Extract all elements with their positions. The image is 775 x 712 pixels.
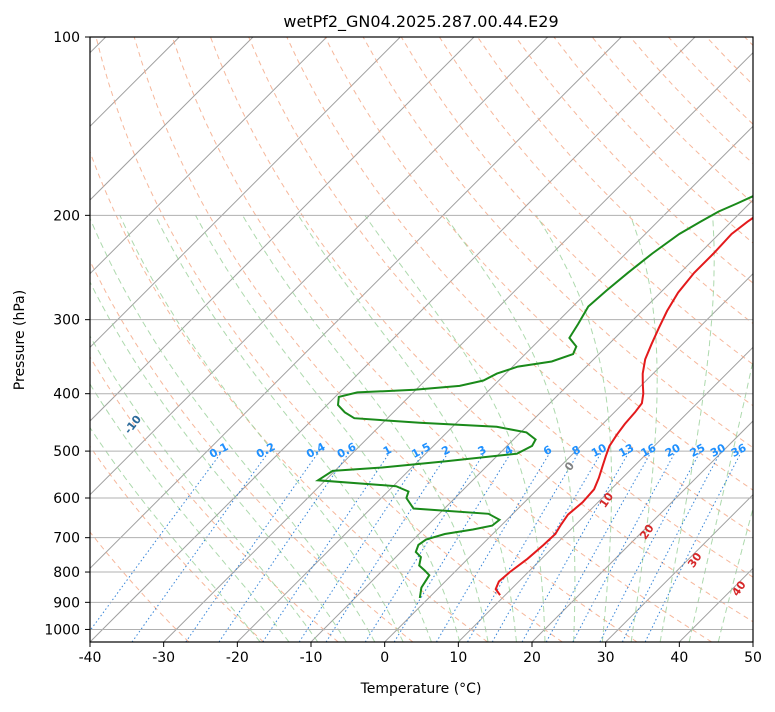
dry-adiabat-line [20, 37, 413, 642]
dry-adiabat-line [134, 37, 637, 642]
isotherm-line [753, 37, 775, 642]
dry-adiabat-line [478, 37, 775, 642]
x-tick-label: 10 [449, 650, 467, 666]
profiles [318, 32, 775, 598]
y-tick-label: 900 [53, 595, 80, 611]
isotherm-line [0, 37, 253, 642]
y-tick-label: 1000 [44, 622, 80, 638]
mixing-ratio-label: 0.6 [335, 440, 359, 461]
isotherm-line [385, 37, 775, 642]
moist-adiabat-line [196, 215, 460, 642]
x-tick-label: -30 [152, 650, 175, 666]
dry-adiabat-line [96, 37, 562, 642]
isotherm-line [458, 37, 775, 642]
x-tick-label: -20 [226, 650, 249, 666]
mixing-ratio-line [365, 451, 485, 642]
moist-adiabat-line [689, 215, 775, 642]
moist-adiabat-line [630, 215, 657, 642]
x-axis-label: Temperature (°C) [360, 681, 482, 697]
mixing-ratio-label: 0.1 [207, 440, 230, 461]
isotherm-line [0, 37, 327, 642]
moist-adiabat-label: 40 [729, 578, 749, 598]
mixing-ratio-label: 25 [688, 441, 708, 460]
y-tick-label: 400 [53, 387, 80, 403]
moist-adiabat-line [120, 215, 403, 642]
moist-adiabat-line [660, 215, 714, 642]
y-tick-label: 500 [53, 444, 80, 460]
dry-adiabat-line [707, 37, 775, 642]
isotherm-line [16, 37, 621, 642]
x-tick-label: 30 [597, 650, 615, 666]
isotherm-line [311, 37, 775, 642]
x-tick-label: 20 [523, 650, 541, 666]
moist-adiabat-line [365, 215, 545, 642]
mixing-ratio-label: 30 [708, 441, 728, 460]
mixing-ratio-line [573, 451, 676, 642]
dry-adiabat-line [0, 37, 264, 642]
moist-adiabat-label: 10 [597, 490, 617, 510]
mixing-ratio-line [326, 451, 449, 642]
dry-adiabat-line [745, 37, 775, 642]
moist-adiabat-label: 0 [562, 459, 577, 473]
dry-adiabat-line [668, 37, 775, 642]
moist-adiabat-line [155, 215, 431, 642]
dewpoint-line [318, 37, 775, 598]
y-tick-label: 200 [53, 208, 80, 224]
mixing-ratio-label: 6 [541, 443, 554, 458]
isotherm-line [0, 37, 400, 642]
moist-adiabat-label: 20 [637, 522, 657, 542]
y-axis-label: Pressure (hPa) [12, 290, 28, 390]
dry-adiabat-line [0, 37, 189, 642]
mixing-ratio-label: 1.5 [409, 440, 432, 461]
y-tick-label: 100 [53, 30, 80, 46]
x-tick-label: 50 [744, 650, 762, 666]
dry-adiabat-label: -10 [122, 413, 145, 437]
moist-adiabat-line [298, 215, 516, 642]
mixing-ratio-line [82, 451, 223, 642]
y-tick-label: 600 [53, 491, 80, 507]
isotherm-line [164, 37, 769, 642]
mixing-ratio-label: 2 [439, 443, 452, 458]
background-lines [0, 37, 775, 642]
mixing-ratio-label: 3 [476, 443, 489, 458]
temperature-line [496, 32, 775, 595]
moist-adiabat-label: 30 [685, 550, 705, 570]
chart-title: wetPf2_GN04.2025.287.00.44.E29 [283, 12, 558, 32]
y-tick-label: 800 [53, 565, 80, 581]
y-tick-label: 300 [53, 313, 80, 329]
mixing-ratio-line [600, 451, 701, 642]
y-tick-label: 700 [53, 531, 80, 547]
y-axis: 100 200 300 400 500 600 700 800 900 1000 [44, 30, 90, 638]
x-axis: -40 -30 -20 -10 0 10 20 30 40 50 [79, 642, 762, 666]
dry-adiabat-line [58, 37, 488, 642]
mixing-ratio-label: 13 [617, 441, 637, 460]
x-tick-label: 0 [380, 650, 389, 666]
dry-adiabat-line [0, 37, 338, 642]
x-tick-label: -10 [300, 650, 323, 666]
dry-adiabat-line [592, 37, 775, 642]
mixing-ratio-label: 1 [381, 443, 394, 458]
mixing-ratio-label: 20 [663, 441, 683, 460]
isotherm-line [90, 37, 695, 642]
mixing-ratio-line [436, 451, 551, 642]
isotherm-line [0, 37, 474, 642]
mixing-ratio-label: 36 [729, 441, 749, 460]
mixing-ratio-line [263, 451, 391, 642]
dry-adiabat-line [516, 37, 775, 642]
pressure-grid [90, 37, 753, 629]
x-tick-label: 40 [670, 650, 688, 666]
x-tick-label: -40 [79, 650, 102, 666]
mixing-ratio-label: 0.4 [304, 440, 328, 461]
mixing-ratio-label: 16 [639, 441, 659, 460]
